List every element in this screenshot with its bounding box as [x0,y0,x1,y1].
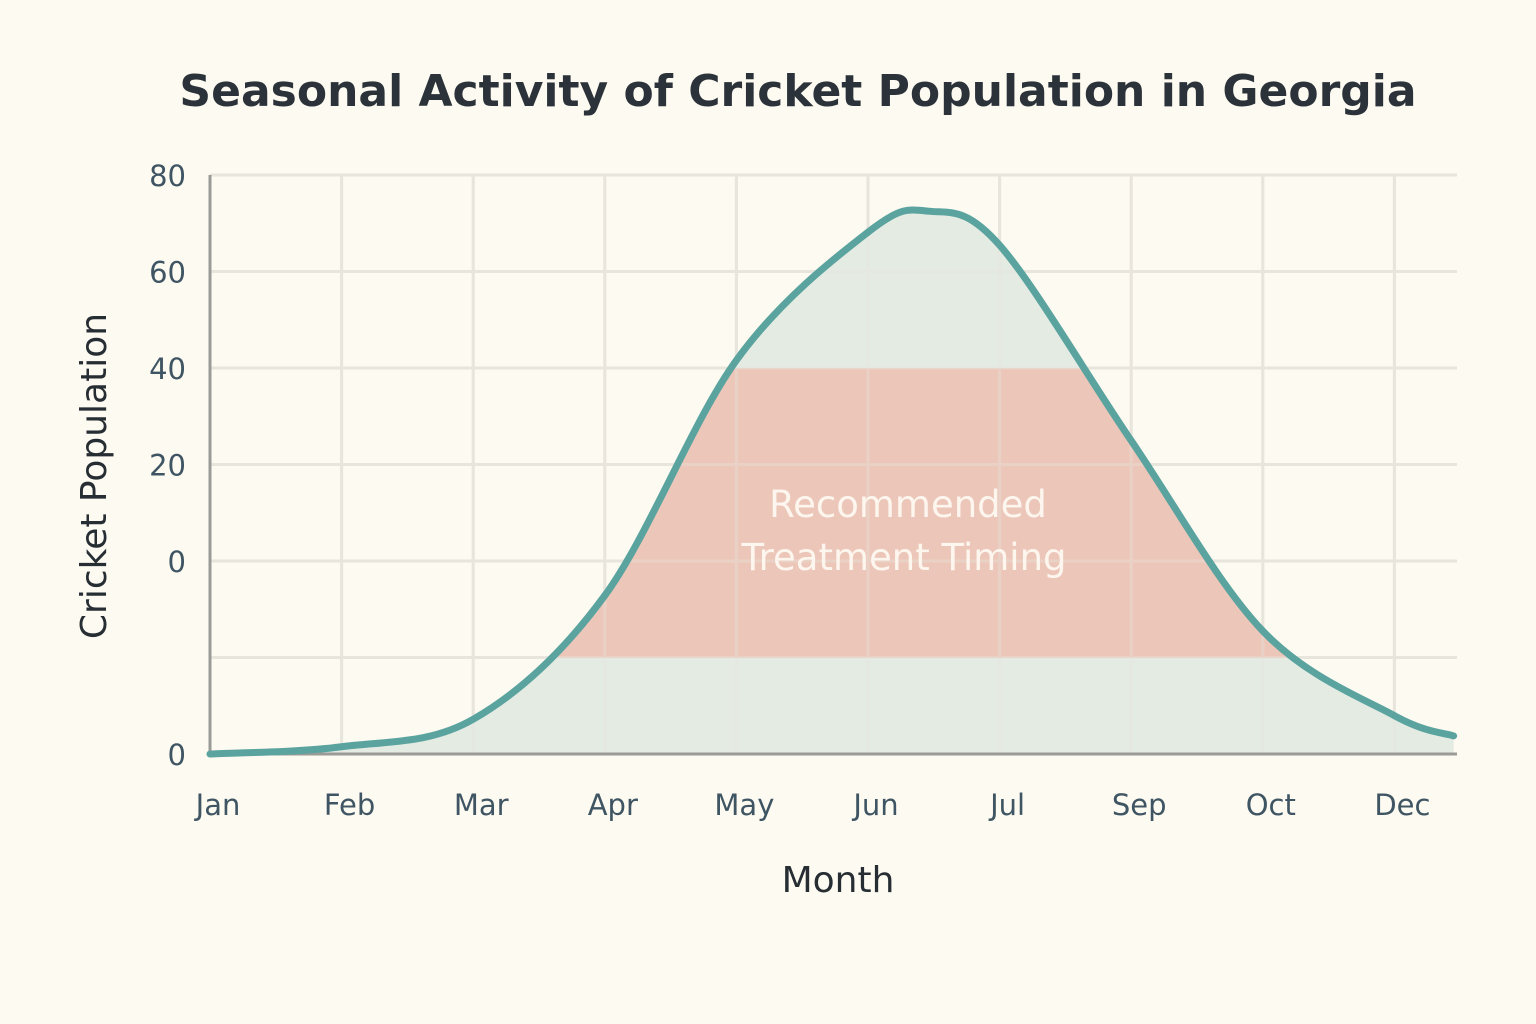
y-tick-label: 0 [168,545,186,579]
y-tick-label: 40 [149,352,186,386]
band-label-line1: Recommended [769,483,1047,526]
y-axis-label: Cricket Population [74,313,115,639]
x-tick-label: Jun [851,788,898,822]
y-tick-label: 80 [149,159,186,193]
x-tick-label: Oct [1246,788,1296,822]
x-tick-label: Sep [1112,788,1167,822]
x-tick-label: Jul [988,788,1025,822]
series-line [206,206,1458,758]
x-tick-label: Mar [454,788,509,822]
x-tick-label: Dec [1374,788,1430,822]
x-tick-label: Feb [324,788,375,822]
x-axis-label: Month [782,860,895,901]
y-tick-label: 20 [149,449,186,483]
band-label-line2: Treatment Timing [740,536,1066,579]
chart-title: Seasonal Activity of Cricket Population … [179,66,1416,117]
y-tick-label: 0 [168,738,186,772]
x-tick-label: May [714,788,774,822]
y-tick-label: 60 [149,256,186,290]
x-tick-label: Jan [194,788,241,822]
x-tick-label: Apr [588,788,638,822]
